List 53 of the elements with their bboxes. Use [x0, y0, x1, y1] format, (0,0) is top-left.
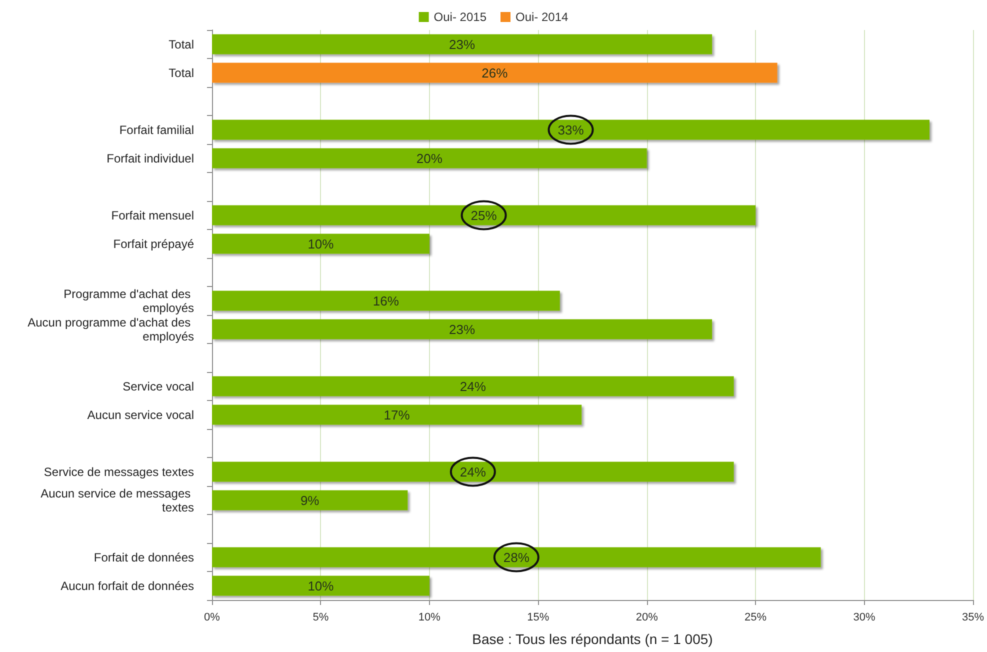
bar — [212, 62, 778, 83]
bar — [212, 148, 647, 168]
data-label: 17% — [384, 407, 410, 422]
y-tick-label: Forfait mensuel — [111, 208, 194, 222]
x-tick-label: 30% — [853, 612, 876, 624]
x-axis-title: Base : Tous les répondants (n = 1 005) — [472, 631, 713, 647]
bar — [212, 547, 821, 568]
legend-label: Oui- 2014 — [516, 10, 569, 24]
x-tick-label: 0% — [204, 612, 220, 624]
y-tick-label: Forfait prépayé — [113, 236, 194, 251]
bar — [212, 234, 430, 254]
bar — [212, 34, 712, 54]
bar — [212, 376, 734, 396]
bar — [212, 462, 734, 482]
data-label: 16% — [372, 293, 400, 308]
x-tick-label: 35% — [962, 612, 984, 624]
bar — [212, 290, 560, 311]
bar — [212, 404, 582, 425]
bar — [212, 319, 712, 340]
data-label: 24% — [460, 378, 486, 394]
y-tick-label: Aucun service de messages textes — [40, 486, 194, 514]
y-tick-label: Aucun forfait de données — [60, 578, 194, 593]
x-tick-label: 5% — [312, 612, 329, 624]
y-tick-label: Forfait individuel — [106, 151, 194, 166]
legend-label: Oui- 2015 — [434, 10, 487, 24]
data-label: 26% — [482, 65, 508, 80]
y-tick-label: Total — [168, 66, 194, 80]
bar — [212, 576, 430, 596]
y-tick-label: Aucun service vocal — [87, 408, 194, 422]
data-label: 23% — [449, 322, 476, 337]
y-tick-label: Total — [168, 37, 194, 52]
y-tick-label: Programme d'achat des employés — [64, 286, 194, 315]
data-label: 24% — [460, 464, 486, 480]
data-label: 23% — [449, 36, 476, 52]
data-label: 9% — [300, 492, 320, 508]
y-tick-label: Service vocal — [122, 379, 194, 394]
x-tick-label: 25% — [744, 612, 767, 624]
x-tick-label: 15% — [527, 612, 550, 624]
data-label: 20% — [416, 150, 443, 166]
data-label: 33% — [558, 122, 584, 138]
y-tick-label: Forfait familial — [119, 122, 194, 137]
bar — [212, 490, 408, 510]
y-tick-label: Aucun programme d'achat des employés — [28, 315, 194, 344]
y-tick-label: Forfait de données — [94, 550, 194, 564]
x-tick-label: 10% — [418, 612, 441, 624]
bar — [212, 205, 756, 226]
x-tick-label: 20% — [636, 612, 658, 624]
data-label: 28% — [503, 550, 530, 565]
data-label: 10% — [308, 578, 334, 594]
data-label: 25% — [470, 208, 498, 223]
y-tick-label: Service de messages textes — [44, 464, 194, 479]
data-label: 10% — [308, 236, 334, 252]
bar — [212, 120, 930, 140]
